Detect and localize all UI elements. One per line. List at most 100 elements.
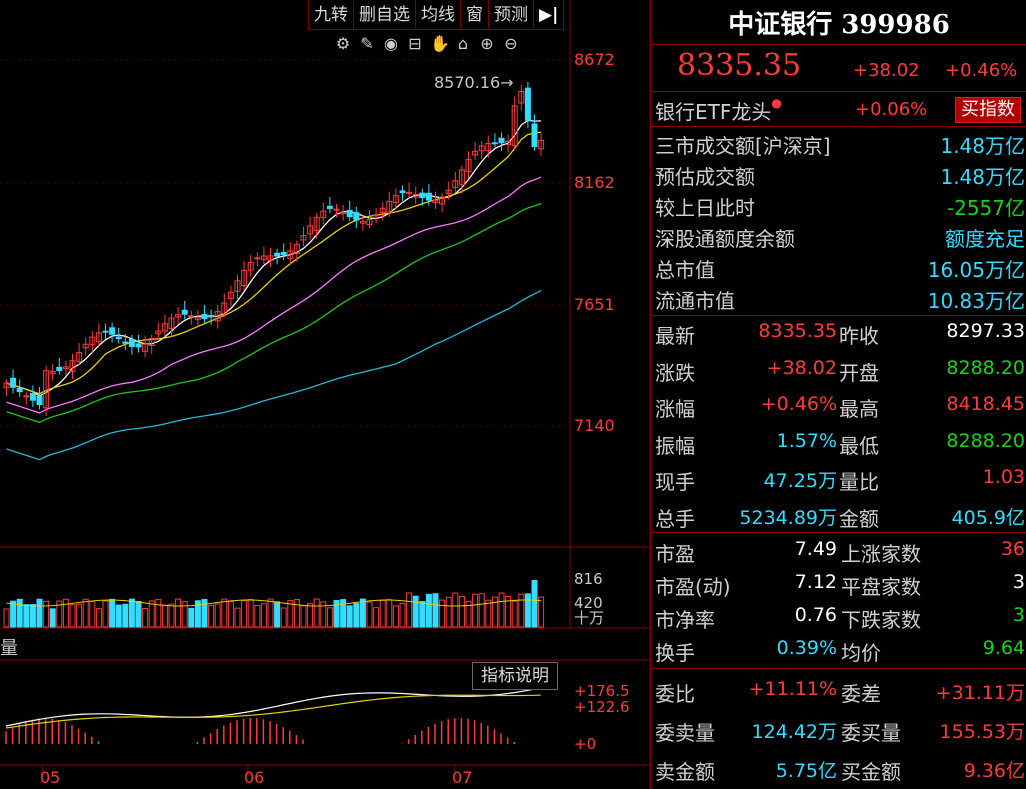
ma-line [6,176,542,414]
drawing-tools: ⚙ ✎ ◉ ⊟ ✋ ⌂ ⊕ ⊖ [334,35,520,53]
moving-average-button[interactable]: 均线 [416,0,461,30]
kline-chart[interactable] [0,0,650,789]
volume-bar [498,592,505,628]
volume-bar [313,598,320,628]
last-price: 8335.35 [677,48,802,83]
candle-body [36,395,43,405]
volume-bar [293,599,300,628]
volume-axis-label: 816 [574,570,603,588]
price-axis-label: 8672 [574,50,615,69]
volume-bar [472,593,479,628]
volume-bar [379,599,386,628]
candle-body [333,208,340,211]
gear-icon[interactable]: ⚙ [335,34,351,53]
quote-label: 振幅 [655,433,695,458]
candle-body [227,291,234,300]
market-label: 流通市值 [655,289,735,313]
etf-change: +0.06% [855,99,928,120]
volume-bar [62,598,69,628]
volume-bar [399,602,406,628]
candle-body [82,343,89,349]
candle-body [346,209,353,218]
lock-icon[interactable]: ⌂ [457,34,469,53]
candle-body [538,140,545,150]
buy-index-button[interactable]: 买指数 [955,97,1021,123]
volume-bar [16,598,23,628]
candle-body [69,360,76,373]
candle-body [142,343,149,352]
volume-bar [122,603,129,628]
candle-body [234,280,241,292]
candle-body [16,388,23,393]
quote-label: 最新 [655,324,695,348]
quote-value: 8297.33 [946,320,1025,342]
divider [651,315,1026,316]
candle-body [491,142,498,145]
etf-name: 银行ETF龙头 [655,100,772,124]
ma-line [6,119,542,397]
candle-body [260,255,267,260]
volume-bar [82,598,89,628]
volume-bar [326,607,333,628]
window-button[interactable]: 窗 [461,0,489,30]
hand-icon[interactable]: ✋ [430,34,450,53]
volume-bar [201,598,208,628]
volume-bar [188,607,195,628]
volume-bar [109,598,116,628]
quote-label: 开盘 [839,360,879,385]
box-icon[interactable]: ⊟ [408,34,422,53]
nine-turn-button[interactable]: 九转 [309,0,354,30]
volume-bar [227,601,234,628]
indicator-explanation-button[interactable]: 指标说明 [472,662,558,690]
volume-bar [346,605,353,628]
candle-body [452,180,459,188]
candle-body [406,191,413,194]
macd-dea-line [5,694,541,729]
eye-icon[interactable]: ◉ [384,34,398,53]
candle-body [214,311,221,322]
quote-label: 现手 [655,470,695,494]
etf-label[interactable]: 银行ETF龙头● [655,96,782,125]
remove-watchlist-button[interactable]: 删自选 [354,0,416,30]
volume-axis-label: 420 [574,594,603,612]
stats-value: 9.64 [982,637,1025,659]
volume-bar [36,598,43,628]
indicator-tab-fragment[interactable]: 量 [0,638,18,659]
candle-body [445,189,452,195]
volume-bar [485,599,492,628]
price-axis-label: 7651 [574,295,615,314]
forecast-button[interactable]: 预测 [489,0,534,30]
quote-value: 1.57% [776,429,837,452]
candle-body [313,216,320,232]
candle-body [326,205,333,209]
volume-bar [95,608,102,628]
stats-label: 上涨家数 [841,542,921,566]
orders-label: 委卖量 [655,721,715,745]
volume-bar [267,598,274,628]
candle-body [43,370,50,409]
candle-body [379,207,386,214]
candle-body [366,219,373,226]
collapse-panel-icon[interactable]: ▶| [534,0,565,30]
quote-label: 涨跌 [655,360,695,385]
candle-body [95,332,102,343]
volume-bar [392,605,399,628]
volume-bar [23,604,30,628]
market-value: 1.48万亿 [940,165,1025,189]
month-label: 05 [40,768,61,787]
volume-bar [518,593,525,628]
candle-body [340,211,347,215]
kline-chart-area[interactable]: 8672 8162 7651 7140 8570.16→ 816 420 十万 … [0,0,650,789]
candle-body [161,323,168,332]
volume-bar [445,596,452,628]
zoom-in-icon[interactable]: ⊕ [480,34,494,53]
volume-bar [175,598,182,628]
candle-body [505,140,512,146]
candle-body [76,352,83,362]
volume-bar [115,604,122,628]
zoom-out-icon[interactable]: ⊖ [504,34,518,53]
candle-body [102,330,109,333]
market-label: 总市值 [655,258,715,282]
pen-icon[interactable]: ✎ [360,34,374,53]
candle-body [392,195,399,203]
